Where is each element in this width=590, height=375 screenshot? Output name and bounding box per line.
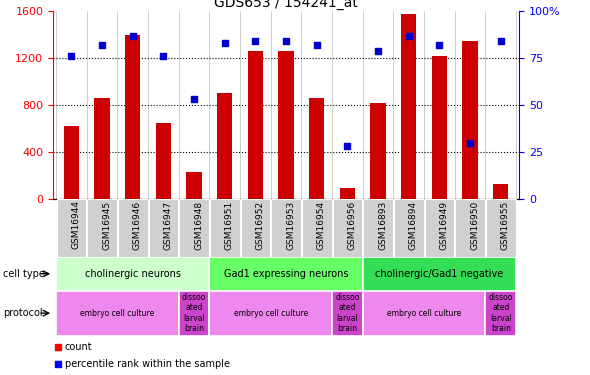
Bar	[241, 199, 270, 257]
Bar	[371, 103, 386, 199]
Bar	[57, 199, 86, 257]
Bar	[179, 291, 209, 336]
Bar	[278, 51, 294, 199]
Bar	[401, 13, 417, 199]
Bar	[87, 199, 117, 257]
Text: GSM16950: GSM16950	[470, 201, 479, 250]
Bar	[463, 40, 478, 199]
Point	[281, 38, 291, 44]
Point	[435, 42, 444, 48]
Bar	[56, 291, 179, 336]
Point	[404, 33, 414, 39]
Bar	[363, 199, 393, 257]
Bar	[179, 199, 209, 257]
Point	[324, 284, 333, 290]
Bar	[493, 183, 509, 199]
Point	[324, 130, 333, 136]
Text: embryo cell culture: embryo cell culture	[80, 309, 155, 318]
Bar	[156, 123, 171, 199]
Text: embryo cell culture: embryo cell culture	[387, 309, 461, 318]
Bar	[125, 35, 140, 199]
Text: cell type: cell type	[3, 269, 45, 279]
Bar	[217, 93, 232, 199]
Bar	[118, 199, 148, 257]
Point	[159, 53, 168, 59]
Text: cholinergic/Gad1 negative: cholinergic/Gad1 negative	[375, 269, 504, 279]
Bar	[94, 98, 110, 199]
Bar	[209, 291, 332, 336]
Bar	[340, 188, 355, 199]
Bar	[486, 291, 516, 336]
Text: protocol: protocol	[3, 308, 42, 318]
Text: GSM16953: GSM16953	[286, 201, 295, 250]
Point	[251, 38, 260, 44]
Text: GSM16944: GSM16944	[71, 201, 80, 249]
Text: dissoo
ated
larval
brain: dissoo ated larval brain	[489, 293, 513, 333]
Text: GSM16954: GSM16954	[317, 201, 326, 250]
Bar	[432, 56, 447, 199]
Text: GSM16949: GSM16949	[440, 201, 448, 250]
Point	[128, 33, 137, 39]
Text: GSM16955: GSM16955	[501, 201, 510, 250]
Bar	[333, 199, 362, 257]
Text: Gad1 expressing neurons: Gad1 expressing neurons	[224, 269, 349, 279]
Bar	[363, 291, 486, 336]
Text: GSM16956: GSM16956	[348, 201, 356, 250]
Point	[67, 53, 76, 59]
Bar	[64, 126, 79, 199]
Bar	[56, 257, 209, 291]
Text: GSM16951: GSM16951	[225, 201, 234, 250]
Text: count: count	[65, 342, 93, 352]
Text: GSM16946: GSM16946	[133, 201, 142, 250]
Bar	[455, 199, 485, 257]
Bar	[309, 98, 325, 199]
Bar	[363, 257, 516, 291]
Point	[373, 48, 383, 54]
Text: cholinergic neurons: cholinergic neurons	[85, 269, 181, 279]
Point	[312, 42, 322, 48]
Bar	[271, 199, 301, 257]
Bar	[425, 199, 454, 257]
Bar	[394, 199, 424, 257]
Bar	[186, 172, 202, 199]
Bar	[332, 291, 363, 336]
Text: dissoo
ated
larval
brain: dissoo ated larval brain	[182, 293, 206, 333]
Title: GDS653 / 154241_at: GDS653 / 154241_at	[214, 0, 358, 10]
Text: GSM16947: GSM16947	[163, 201, 172, 250]
Text: dissoo
ated
larval
brain: dissoo ated larval brain	[335, 293, 360, 333]
Text: GSM16945: GSM16945	[102, 201, 111, 250]
Bar	[210, 199, 240, 257]
Point	[189, 96, 199, 102]
Point	[220, 40, 230, 46]
Bar	[209, 257, 363, 291]
Text: GSM16948: GSM16948	[194, 201, 203, 250]
Bar	[302, 199, 332, 257]
Point	[97, 42, 107, 48]
Text: embryo cell culture: embryo cell culture	[234, 309, 308, 318]
Point	[496, 38, 506, 44]
Bar	[248, 51, 263, 199]
Point	[466, 140, 475, 146]
Bar	[149, 199, 178, 257]
Point	[343, 143, 352, 149]
Text: percentile rank within the sample: percentile rank within the sample	[65, 359, 230, 369]
Bar	[486, 199, 516, 257]
Text: GSM16893: GSM16893	[378, 201, 387, 250]
Text: GSM16952: GSM16952	[255, 201, 264, 250]
Text: GSM16894: GSM16894	[409, 201, 418, 250]
